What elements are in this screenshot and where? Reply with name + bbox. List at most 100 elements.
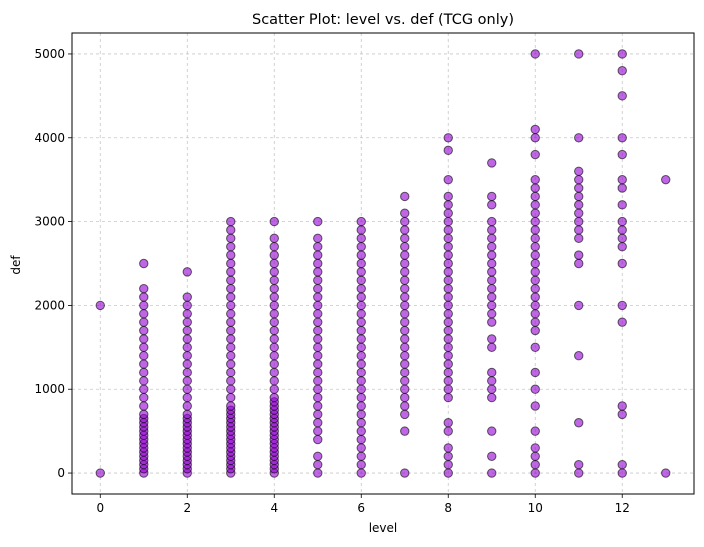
data-point: [617, 133, 627, 143]
data-point: [139, 334, 149, 344]
data-point: [139, 376, 149, 386]
data-point: [443, 174, 453, 185]
y-tick-label: 2000: [34, 298, 65, 312]
data-point: [617, 233, 627, 244]
data-point: [139, 300, 149, 311]
data-point: [530, 216, 540, 227]
data-point: [139, 292, 149, 302]
data-point: [443, 392, 453, 403]
data-point: [443, 242, 453, 252]
data-point: [487, 334, 497, 344]
data-point: [356, 459, 366, 470]
data-point: [487, 367, 497, 378]
data-point: [400, 426, 410, 436]
data-point: [487, 451, 497, 461]
data-point: [530, 267, 540, 277]
data-point: [356, 275, 366, 285]
data-point: [226, 258, 236, 269]
data-point: [400, 317, 410, 327]
data-point: [313, 418, 323, 428]
data-point: [139, 401, 149, 411]
data-point: [400, 208, 410, 218]
data-point: [226, 325, 236, 336]
data-point: [226, 376, 236, 386]
data-point: [313, 267, 323, 277]
data-point: [487, 292, 497, 302]
data-point: [356, 367, 366, 378]
x-axis-label: level: [369, 521, 398, 535]
data-point: [443, 225, 453, 235]
data-point: [356, 434, 366, 445]
data-point: [269, 242, 279, 252]
data-point: [182, 292, 192, 302]
x-tick-label: 6: [357, 501, 365, 515]
data-point: [269, 384, 279, 394]
data-point: [356, 376, 366, 386]
data-point: [530, 242, 540, 252]
data-point: [313, 325, 323, 336]
data-point: [269, 309, 279, 319]
data-point: [313, 401, 323, 411]
data-point: [617, 49, 627, 59]
data-point: [617, 174, 627, 185]
data-point: [574, 133, 584, 143]
data-point: [400, 309, 410, 319]
data-point: [269, 376, 279, 386]
data-point: [356, 384, 366, 394]
data-point: [226, 392, 236, 403]
data-point: [182, 267, 192, 277]
data-point: [182, 401, 192, 411]
data-point: [356, 351, 366, 361]
data-point: [530, 401, 540, 411]
data-point: [313, 367, 323, 378]
data-point: [139, 325, 149, 336]
data-point: [400, 351, 410, 361]
data-point: [313, 359, 323, 369]
data-point: [400, 359, 410, 369]
data-point: [617, 258, 627, 269]
data-point: [139, 258, 149, 269]
data-point: [443, 267, 453, 277]
data-point: [313, 409, 323, 420]
data-point: [182, 300, 192, 311]
data-point: [661, 468, 671, 478]
data-point: [313, 309, 323, 319]
data-point: [269, 300, 279, 311]
data-point: [574, 258, 584, 269]
data-point: [574, 216, 584, 227]
data-point: [487, 309, 497, 319]
data-point: [226, 250, 236, 260]
y-tick-label: 5000: [34, 47, 65, 61]
data-point: [356, 426, 366, 436]
data-point: [400, 384, 410, 394]
data-point: [530, 225, 540, 235]
data-point: [226, 309, 236, 319]
data-point: [530, 208, 540, 218]
data-point: [530, 283, 540, 294]
data-point: [487, 392, 497, 403]
data-point: [139, 409, 149, 420]
data-point: [356, 250, 366, 260]
data-point: [226, 283, 236, 294]
data-point: [487, 275, 497, 285]
data-point: [313, 233, 323, 244]
data-point: [139, 384, 149, 394]
data-point: [356, 225, 366, 235]
data-point: [313, 426, 323, 436]
data-point: [443, 359, 453, 369]
data-point: [487, 283, 497, 294]
data-point: [661, 174, 671, 185]
data-point: [617, 317, 627, 327]
data-point: [443, 200, 453, 210]
data-point: [443, 208, 453, 218]
data-point: [574, 49, 584, 59]
data-point: [617, 66, 627, 76]
data-point: [269, 325, 279, 336]
data-point: [487, 384, 497, 394]
data-point: [269, 216, 279, 227]
data-point: [182, 342, 192, 353]
data-point: [400, 392, 410, 403]
data-point: [400, 267, 410, 277]
